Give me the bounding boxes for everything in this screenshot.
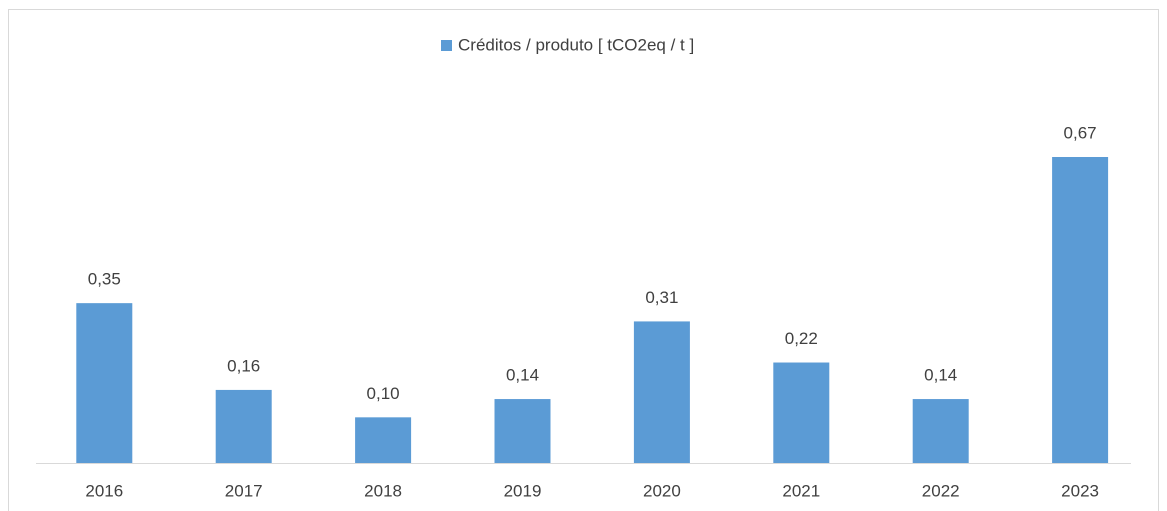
value-label: 0,16 <box>227 356 260 375</box>
bar <box>355 417 412 463</box>
value-label: 0,31 <box>645 288 678 307</box>
value-label: 0,22 <box>785 329 818 348</box>
value-label: 0,35 <box>88 270 121 289</box>
bar <box>76 303 133 463</box>
x-tick-label: 2018 <box>364 481 402 500</box>
x-tick-label: 2020 <box>643 481 681 500</box>
bar <box>633 321 690 463</box>
x-tick-label: 2017 <box>225 481 263 500</box>
value-label: 0,10 <box>367 384 400 403</box>
bar <box>1052 157 1109 463</box>
bar <box>215 389 272 463</box>
legend-swatch <box>441 40 452 51</box>
chart-border <box>8 9 1159 511</box>
value-label: 0,67 <box>1064 123 1097 142</box>
bar <box>912 399 969 463</box>
legend-label: Créditos / produto [ tCO2eq / t ] <box>458 35 694 54</box>
x-tick-label: 2023 <box>1061 481 1099 500</box>
value-label: 0,14 <box>924 366 957 385</box>
x-tick-label: 2022 <box>922 481 960 500</box>
x-tick-label: 2019 <box>504 481 542 500</box>
bar <box>494 399 551 463</box>
x-tick-label: 2016 <box>85 481 123 500</box>
x-tick-label: 2021 <box>782 481 820 500</box>
bar <box>773 362 830 463</box>
value-label: 0,14 <box>506 366 539 385</box>
